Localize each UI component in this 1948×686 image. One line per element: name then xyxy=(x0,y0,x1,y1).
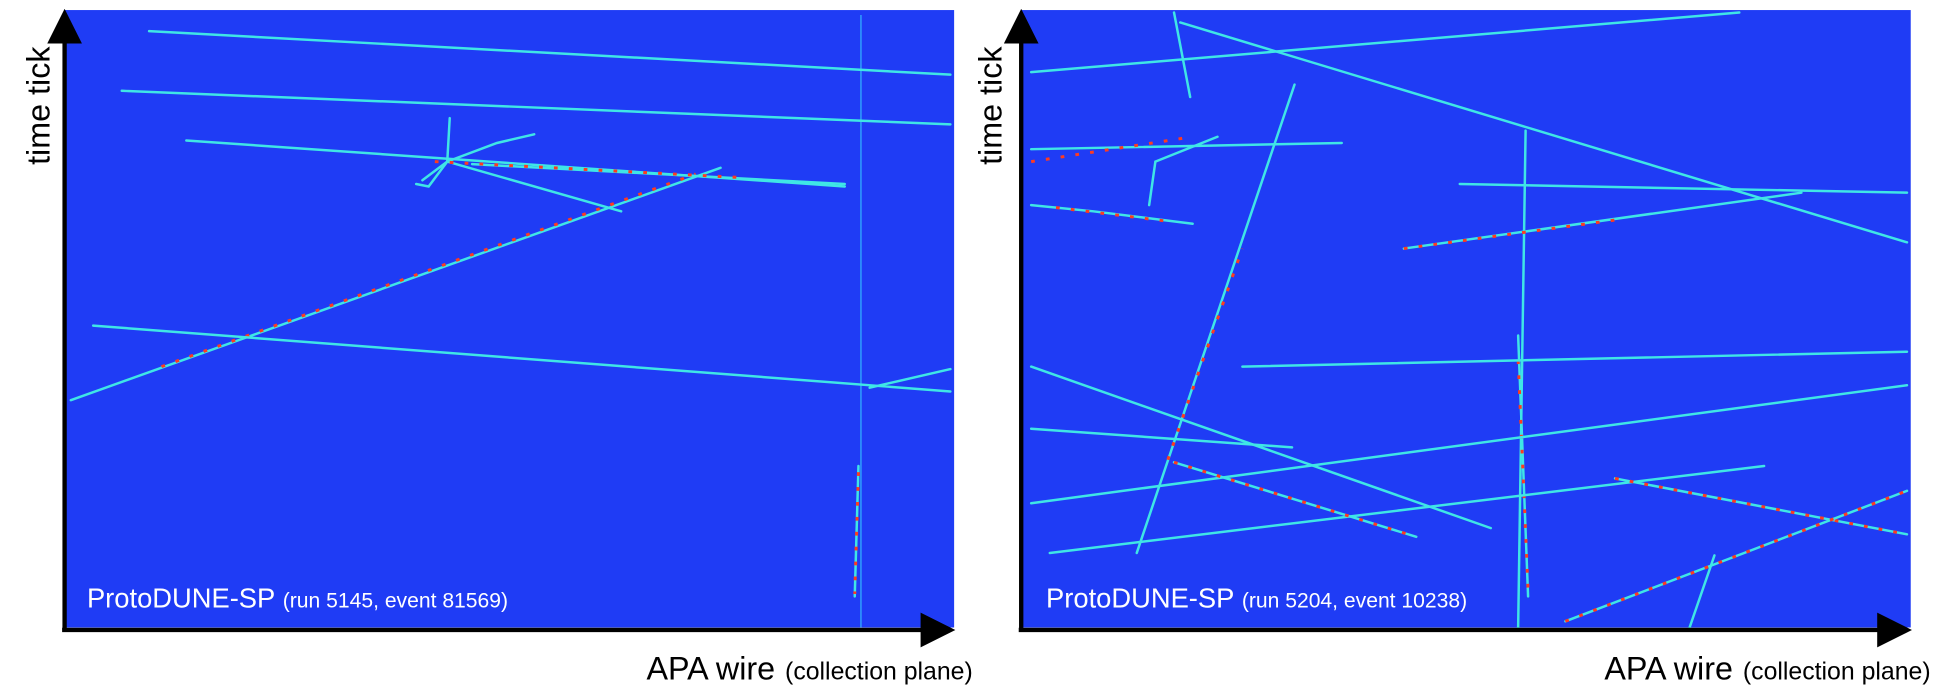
event-info: (run 5145, event 81569) xyxy=(283,590,508,613)
display-background xyxy=(1021,10,1911,628)
detector-caption: ProtoDUNE-SP (run 5145, event 81569) xyxy=(87,583,508,614)
x-axis-label: APA wire (collection plane) xyxy=(1604,651,1930,686)
y-axis-label: time tick xyxy=(972,46,1008,165)
x-axis-note: (collection plane) xyxy=(785,659,973,686)
detector-name: ProtoDUNE-SP xyxy=(1046,583,1234,614)
event-display-left: ProtoDUNE-SP (run 5145, event 81569) time… xyxy=(21,8,973,686)
tracks xyxy=(1029,11,1909,629)
x-axis-title: APA wire xyxy=(646,651,775,686)
x-axis-note: (collection plane) xyxy=(1743,659,1931,686)
display-background xyxy=(64,10,955,628)
detector-caption: ProtoDUNE-SP (run 5204, event 10238) xyxy=(1046,583,1467,614)
event-info: (run 5204, event 10238) xyxy=(1242,590,1467,613)
x-axis-title: APA wire xyxy=(1604,651,1733,686)
x-axis-label: APA wire (collection plane) xyxy=(646,651,972,686)
tracks xyxy=(69,15,952,628)
y-axis-label: time tick xyxy=(21,46,57,165)
detector-name: ProtoDUNE-SP xyxy=(87,583,275,614)
event-display-right: ProtoDUNE-SP (run 5204, event 10238) time… xyxy=(972,8,1931,686)
